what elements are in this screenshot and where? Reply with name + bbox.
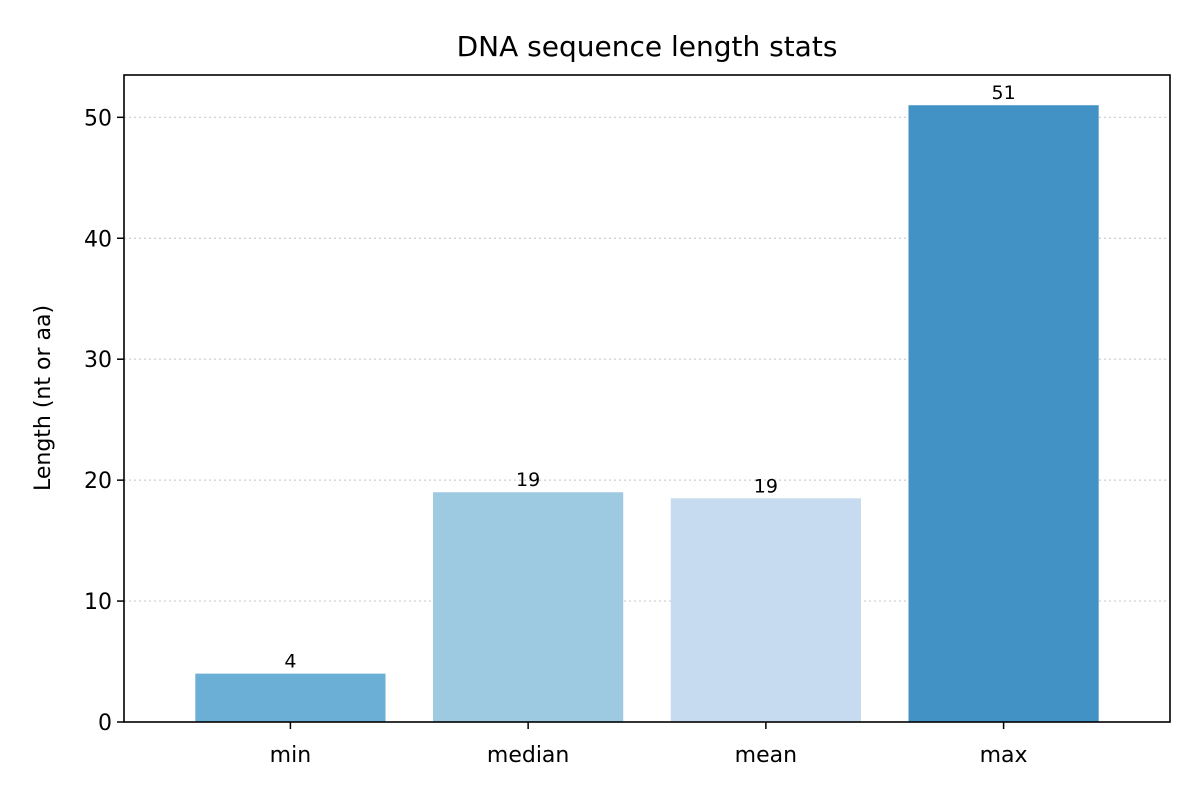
- data-labels: 4 19 19 51: [284, 82, 1015, 672]
- y-tick-label: 20: [84, 469, 112, 494]
- y-tick-label: 30: [84, 348, 112, 373]
- x-tick-label: mean: [735, 743, 797, 768]
- data-label: 4: [284, 651, 296, 673]
- y-tick-label: 0: [98, 711, 112, 736]
- x-axis: min median mean max: [270, 722, 1028, 768]
- y-axis: 0 10 20 30 40 50: [84, 106, 124, 736]
- data-label: 51: [991, 82, 1015, 104]
- x-tick-label: min: [270, 743, 312, 768]
- bar-mean: [670, 498, 861, 722]
- data-label: 19: [516, 469, 540, 491]
- bar-median: [433, 492, 624, 722]
- y-tick-label: 10: [84, 590, 112, 615]
- x-tick-label: median: [487, 743, 569, 768]
- y-tick-label: 40: [84, 227, 112, 252]
- bar-min: [195, 673, 386, 722]
- data-label: 19: [754, 475, 778, 497]
- x-tick-label: max: [980, 743, 1028, 768]
- chart-title: DNA sequence length stats: [457, 30, 838, 63]
- y-tick-label: 50: [84, 106, 112, 131]
- bars: [195, 105, 1099, 722]
- y-axis-label: Length (nt or aa): [31, 305, 56, 491]
- plot-frame: [123, 74, 1171, 723]
- bar-max: [908, 105, 1099, 722]
